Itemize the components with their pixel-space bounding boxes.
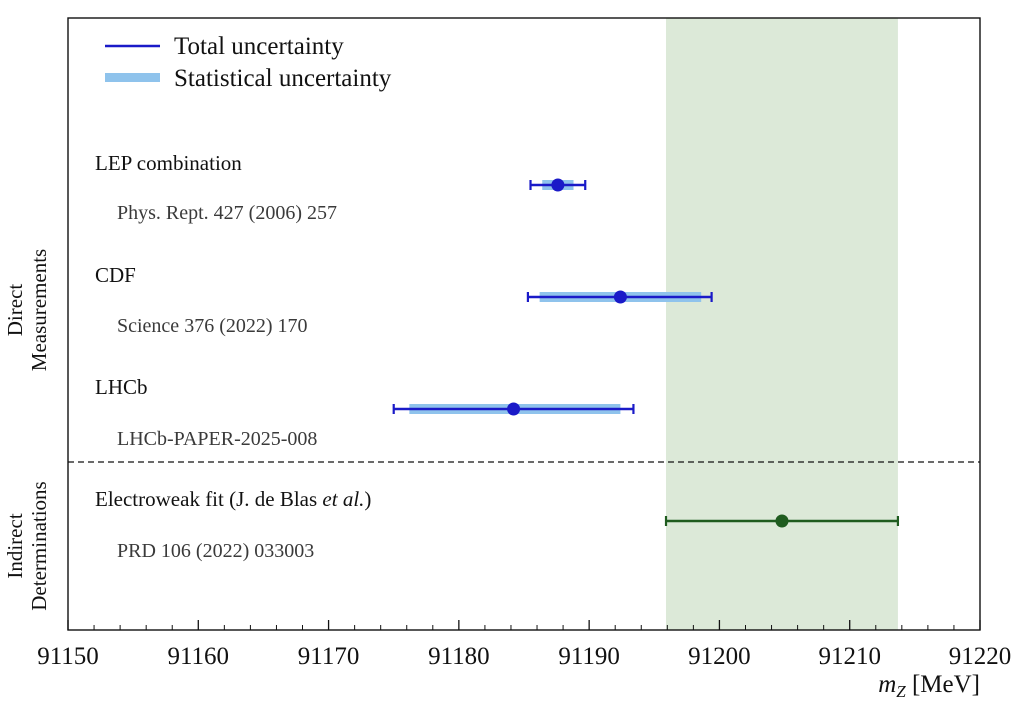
measurement-reference: PRD 106 (2022) 033003 [117, 540, 314, 562]
section-label-line: Indirect [3, 513, 27, 578]
x-tick-label: 91160 [167, 643, 229, 670]
measurement-row: LHCb LHCb-PAPER-2025-008 [95, 375, 635, 450]
x-tick-label: 91170 [298, 643, 360, 670]
central-value-marker [775, 514, 789, 528]
measurement-reference: Phys. Rept. 427 (2006) 257 [117, 202, 337, 224]
x-tick-label: 91210 [818, 643, 881, 670]
measurement-reference: LHCb-PAPER-2025-008 [117, 428, 317, 450]
x-tick-label: 91190 [558, 643, 620, 670]
section-label-line: Determinations [27, 481, 51, 610]
measurement-name: LHCb [95, 375, 148, 399]
section-label-line: Direct [3, 284, 27, 337]
x-tick-label: 91150 [37, 643, 99, 670]
section-label-line: Measurements [27, 249, 51, 371]
x-tick-label: 91180 [428, 643, 490, 670]
measurement-name: CDF [95, 263, 136, 287]
legend-stat-swatch [105, 73, 160, 82]
x-tick-label: 91220 [949, 643, 1012, 670]
legend-total-label: Total uncertainty [174, 33, 344, 60]
central-value-marker [551, 178, 565, 192]
legend-stat-label: Statistical uncertainty [174, 65, 392, 92]
measurement-reference: Science 376 (2022) 170 [117, 315, 308, 337]
measurement-row: LEP combination Phys. Rept. 427 (2006) 25… [95, 151, 587, 224]
measurement-row: CDF Science 376 (2022) 170 [95, 263, 713, 337]
measurement-name: LEP combination [95, 151, 242, 175]
reference-band [666, 18, 898, 630]
section-label: Direct Measurements [3, 249, 51, 371]
central-value-marker [613, 290, 627, 304]
plot-frame [67, 17, 981, 631]
measurement-name: Electroweak fit (J. de Blas et al.) [95, 487, 371, 511]
x-tick-label: 91200 [688, 643, 751, 670]
central-value-marker [507, 402, 521, 416]
section-label: Indirect Determinations [3, 481, 51, 610]
measurement-row: Electroweak fit (J. de Blas et al.) PRD 1… [95, 487, 900, 562]
x-axis-label: mZ [MeV] [878, 671, 980, 701]
